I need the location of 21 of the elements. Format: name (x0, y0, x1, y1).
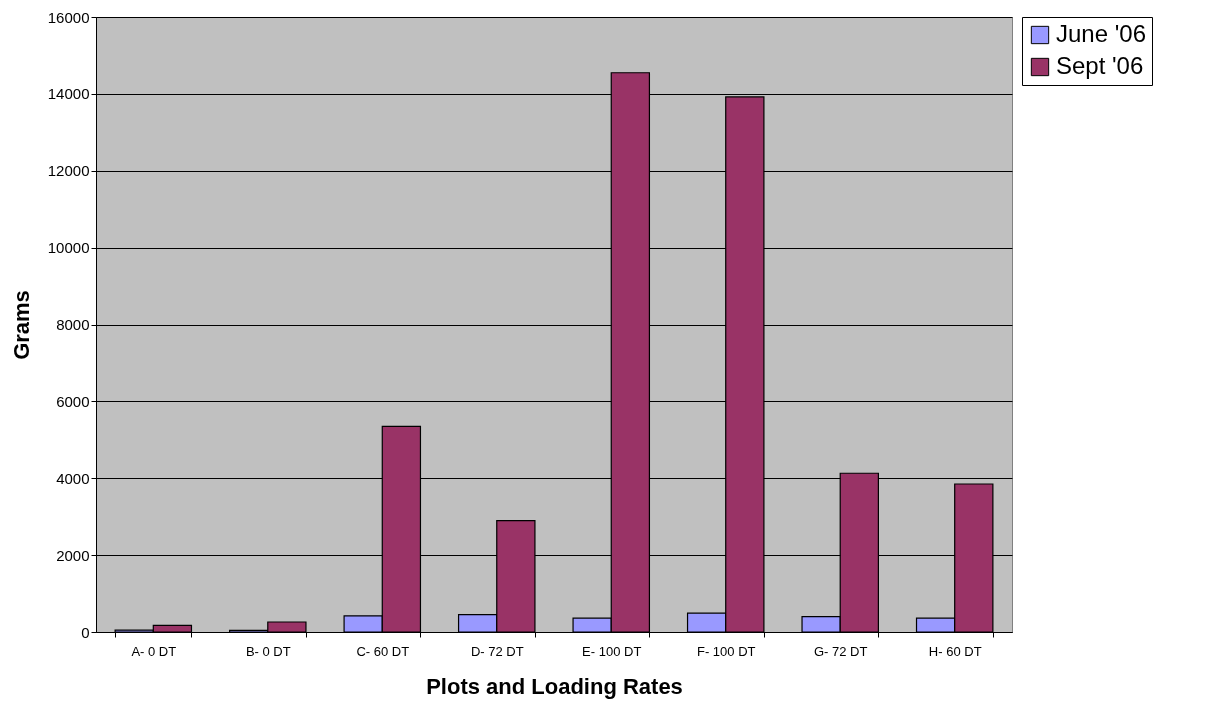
y-tick-label: 2000 (56, 546, 90, 564)
y-tick-label: 16000 (47, 8, 90, 26)
legend-label: Sept '06 (1056, 52, 1144, 79)
legend-label: June '06 (1056, 20, 1146, 47)
x-tick-label: E- 100 DT (582, 643, 642, 659)
y-tick-label: 14000 (47, 85, 90, 103)
y-tick-label: 6000 (56, 392, 90, 410)
x-tick-label: A- 0 DT (131, 643, 177, 659)
y-tick-label: 0 (81, 623, 90, 641)
x-tick-label: F- 100 DT (696, 643, 756, 659)
y-tick-label: 10000 (47, 239, 90, 257)
y-tick-label: 4000 (56, 469, 90, 487)
x-tick-label: H- 60 DT (928, 643, 982, 659)
x-tick-label: D- 72 DT (470, 643, 524, 659)
x-axis-title: Plots and Loading Rates (426, 673, 683, 699)
x-tick-label: C- 60 DT (356, 643, 410, 659)
y-axis-title: Grams (8, 290, 34, 360)
y-tick-label: 8000 (56, 316, 90, 333)
x-tick-label: B- 0 DT (245, 643, 291, 659)
y-tick-label: 12000 (47, 162, 90, 180)
x-tick-label: G- 72 DT (813, 643, 868, 659)
